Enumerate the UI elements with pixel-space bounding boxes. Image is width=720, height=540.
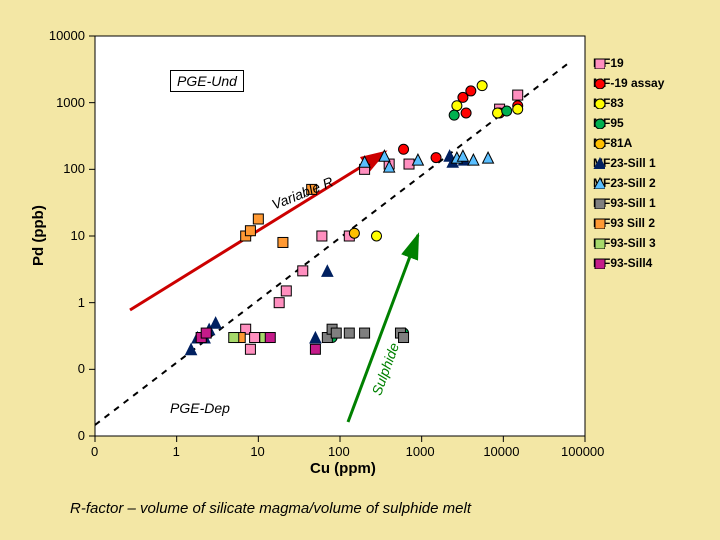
- x-axis-label: Cu (ppm): [310, 460, 376, 477]
- legend-item: MF95: [593, 116, 664, 130]
- y-tick-label: 10000: [49, 28, 85, 43]
- x-tick-label: 1: [173, 444, 180, 459]
- x-tick-label: 1000: [406, 444, 435, 459]
- legend-item: MF19: [593, 56, 664, 70]
- legend-item: MF23-Sill 1: [593, 156, 664, 170]
- annotation-pge-und: PGE-Und: [170, 70, 244, 92]
- legend-item: MF93-Sill 3: [593, 236, 664, 250]
- x-tick-label: 10000: [483, 444, 519, 459]
- legend-item: MF93 Sill 2: [593, 216, 664, 230]
- x-tick-label: 100: [328, 444, 350, 459]
- legend-item: MF81A: [593, 136, 664, 150]
- legend-item: MF83: [593, 96, 664, 110]
- caption: R-factor – volume of silicate magma/volu…: [70, 500, 471, 517]
- y-tick-label: 1: [78, 295, 85, 310]
- y-tick-label: 1000: [56, 95, 85, 110]
- y-tick-label: 10: [71, 228, 85, 243]
- legend: MF19 MF-19 assay MF83 MF95 MF81A MF23-Sill 1 M…: [593, 56, 664, 276]
- legend-item: MF93-Sill 1: [593, 196, 664, 210]
- legend-item: MF23-Sill 2: [593, 176, 664, 190]
- annotation-pge-dep: PGE-Dep: [170, 400, 230, 416]
- x-tick-label: 100000: [561, 444, 604, 459]
- y-tick-label: 0: [78, 361, 85, 376]
- y-tick-label: 100: [63, 161, 85, 176]
- legend-item: MF93-Sill4: [593, 256, 664, 270]
- y-tick-label: 0: [78, 428, 85, 443]
- x-tick-label: 10: [250, 444, 264, 459]
- y-axis-label: Pd (ppb): [30, 205, 47, 266]
- x-tick-label: 0: [91, 444, 98, 459]
- legend-item: MF-19 assay: [593, 76, 664, 90]
